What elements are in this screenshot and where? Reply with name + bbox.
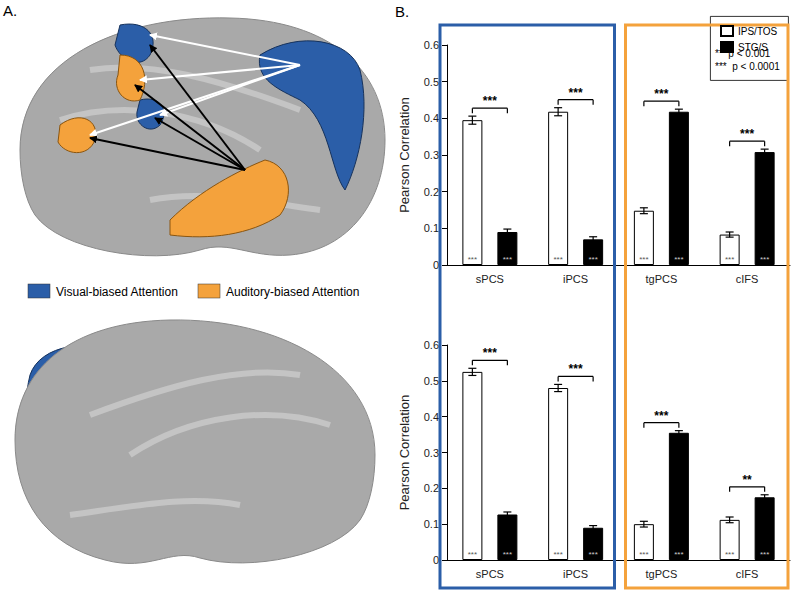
svg-text:cIFS: cIFS xyxy=(736,568,759,580)
svg-text:***: *** xyxy=(725,255,734,264)
svg-text:***: *** xyxy=(569,362,583,376)
svg-text:***: *** xyxy=(553,255,562,264)
svg-text:0: 0 xyxy=(433,554,439,566)
svg-text:0.2: 0.2 xyxy=(424,482,439,494)
svg-text:iPCS: iPCS xyxy=(563,273,588,285)
svg-text:***: *** xyxy=(760,550,769,559)
svg-text:***: *** xyxy=(760,255,769,264)
svg-text:*** p < 0.0001: *** p < 0.0001 xyxy=(715,61,780,72)
svg-text:***: *** xyxy=(639,550,648,559)
svg-text:B.: B. xyxy=(395,3,409,20)
svg-text:***: *** xyxy=(674,550,683,559)
svg-text:** p < 0.001: ** p < 0.001 xyxy=(715,48,771,59)
svg-text:Auditory-biased Attention: Auditory-biased Attention xyxy=(226,285,359,299)
svg-text:***: *** xyxy=(740,127,754,141)
svg-text:0.6: 0.6 xyxy=(424,39,439,51)
svg-text:***: *** xyxy=(654,409,668,423)
svg-text:**: ** xyxy=(742,473,752,487)
svg-text:Pearson Correlation: Pearson Correlation xyxy=(397,97,412,213)
svg-text:0.5: 0.5 xyxy=(424,76,439,88)
svg-text:sPCS: sPCS xyxy=(476,273,504,285)
svg-text:***: *** xyxy=(468,550,477,559)
svg-text:***: *** xyxy=(654,87,668,101)
svg-text:***: *** xyxy=(503,255,512,264)
svg-text:Pearson Correlation: Pearson Correlation xyxy=(397,395,412,511)
svg-text:***: *** xyxy=(569,86,583,100)
svg-text:***: *** xyxy=(725,550,734,559)
svg-text:***: *** xyxy=(639,255,648,264)
svg-text:***: *** xyxy=(588,550,597,559)
svg-text:Visual-biased Attention: Visual-biased Attention xyxy=(56,285,178,299)
svg-text:0.1: 0.1 xyxy=(424,518,439,530)
svg-text:***: *** xyxy=(503,550,512,559)
svg-text:iPCS: iPCS xyxy=(563,568,588,580)
svg-text:0.4: 0.4 xyxy=(424,411,439,423)
svg-text:***: *** xyxy=(468,255,477,264)
svg-text:IPS/TOS: IPS/TOS xyxy=(738,26,778,37)
svg-text:0.2: 0.2 xyxy=(424,186,439,198)
svg-text:A.: A. xyxy=(3,2,17,19)
svg-text:***: *** xyxy=(483,346,497,360)
svg-text:tgPCS: tgPCS xyxy=(645,568,677,580)
svg-text:0.4: 0.4 xyxy=(424,112,439,124)
svg-text:***: *** xyxy=(553,550,562,559)
svg-text:***: *** xyxy=(483,94,497,108)
svg-text:0.3: 0.3 xyxy=(424,149,439,161)
svg-text:***: *** xyxy=(674,255,683,264)
svg-text:tgPCS: tgPCS xyxy=(645,273,677,285)
svg-text:0: 0 xyxy=(433,259,439,271)
svg-text:0.1: 0.1 xyxy=(424,222,439,234)
svg-text:cIFS: cIFS xyxy=(736,273,759,285)
svg-text:0.3: 0.3 xyxy=(424,447,439,459)
svg-text:0.6: 0.6 xyxy=(424,339,439,351)
svg-text:sPCS: sPCS xyxy=(476,568,504,580)
svg-text:0.5: 0.5 xyxy=(424,375,439,387)
svg-text:***: *** xyxy=(588,255,597,264)
